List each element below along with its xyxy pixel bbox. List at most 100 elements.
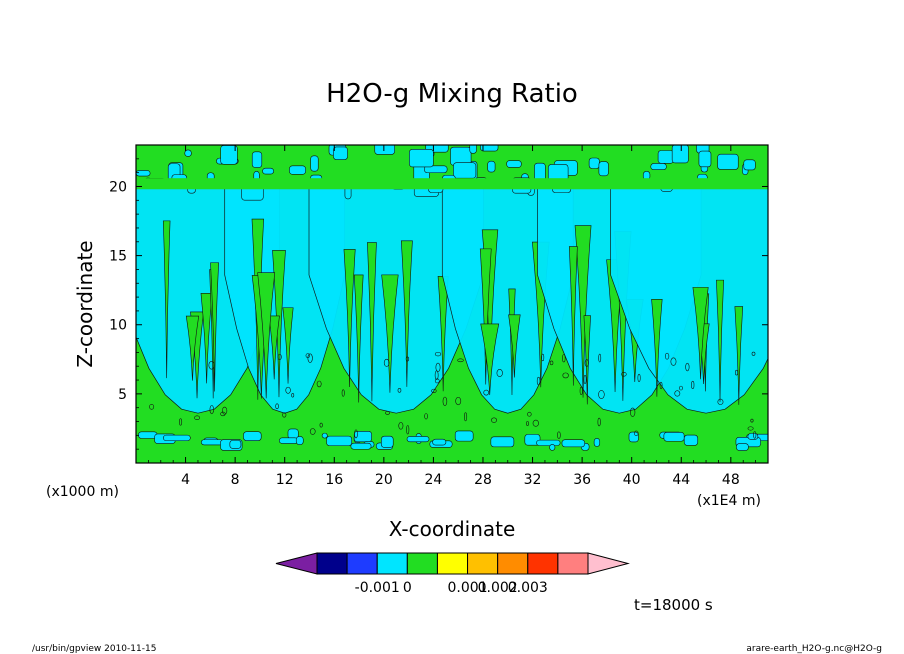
contour-speck [424, 413, 428, 420]
upper-patch [717, 153, 739, 170]
colorbar-max-arrow [587, 552, 630, 575]
x-tick-label: 40 [623, 472, 641, 488]
colorbar-label: 0.003 [508, 580, 548, 596]
lower-patch [536, 439, 561, 446]
contour-speck [464, 412, 468, 422]
contour-speck [735, 369, 739, 376]
contour-speck [149, 403, 155, 410]
contour-speck [685, 362, 690, 372]
streak [692, 287, 709, 380]
contour-speck [457, 358, 464, 363]
contour-speck [209, 405, 214, 415]
lower-patch [490, 436, 515, 448]
lower-patch [736, 443, 749, 451]
lower-patch [381, 435, 394, 448]
contour-speck [751, 351, 756, 356]
contour-speck [562, 354, 566, 363]
plot-area [136, 145, 768, 463]
contour-speck [584, 359, 589, 367]
streak [583, 315, 591, 405]
footer-left: /usr/bin/gpview 2010-11-15 [32, 644, 156, 654]
lower-patch [663, 432, 685, 442]
y-axis: 5 10 15 20 [109, 158, 768, 450]
contour-speck [541, 353, 545, 362]
colorbar-swatch [436, 552, 469, 575]
upper-patch [480, 145, 499, 152]
contour-speck [442, 396, 448, 406]
contour-speck [385, 411, 391, 415]
upper-patch [743, 159, 756, 171]
contour-speck [634, 430, 639, 436]
plume-region [610, 186, 768, 414]
contour-speck [354, 429, 358, 439]
footer-right: arare-earth_H2O-g.nc@H2O-g [746, 644, 882, 654]
contour-speck [316, 380, 322, 388]
y-tick-label: 20 [109, 179, 127, 195]
contour-speck [536, 376, 541, 386]
colorbar-swatch [406, 552, 438, 575]
contour-speck [753, 431, 757, 439]
contour-speck [208, 361, 215, 370]
contour-speck [717, 398, 724, 405]
streak [480, 323, 500, 395]
y-tick-label: 10 [109, 318, 127, 334]
streak [651, 298, 663, 397]
streak [367, 242, 377, 402]
streak [210, 262, 219, 392]
streak [272, 250, 286, 398]
contour-speck [562, 372, 569, 379]
colorbar-swatch [346, 552, 378, 575]
streak [353, 274, 364, 403]
contour-speck [630, 407, 636, 417]
streak [257, 272, 276, 399]
y-tick-label: 5 [118, 387, 127, 403]
lower-patch [326, 435, 353, 447]
upper-patch [650, 163, 667, 171]
contour-speck [277, 353, 282, 360]
x-tick-label: 32 [524, 472, 542, 488]
upper-patch [598, 161, 609, 177]
lower-patch [454, 430, 474, 442]
contour-speck [679, 385, 683, 391]
streak [437, 275, 449, 392]
lower-patch [683, 434, 699, 446]
contour-speck [434, 378, 440, 384]
upper-patch [136, 170, 151, 177]
contour-speck [431, 388, 437, 394]
lower-patch [200, 439, 224, 446]
lower-patch [350, 442, 372, 450]
colorbar-swatch [316, 552, 348, 575]
contour-speck [750, 418, 754, 423]
upper-patch [671, 145, 689, 164]
contour-speck [282, 412, 287, 418]
contour-speck [496, 369, 503, 377]
contour-speck [435, 362, 441, 372]
x-tick-label: 48 [722, 472, 740, 488]
contour-speck [597, 417, 601, 427]
contour-speck [557, 431, 561, 439]
streak [479, 248, 492, 385]
upper-patch [424, 165, 448, 174]
lower-patch [432, 438, 447, 446]
contour-speck [222, 406, 228, 415]
contour-speck [526, 421, 529, 426]
contour-speck [398, 422, 404, 430]
lower-patch [549, 444, 556, 451]
colorbar-label: 0 [403, 580, 412, 596]
streak [268, 315, 280, 380]
contour-speck [194, 415, 200, 420]
streak [282, 307, 294, 384]
streak [381, 274, 399, 393]
lower-patch [353, 431, 372, 443]
upper-patch [506, 160, 522, 168]
lower-patch [406, 436, 430, 443]
contour-speck [621, 372, 627, 377]
contour-speck [383, 358, 390, 367]
field-contours [136, 145, 768, 451]
streak [162, 220, 171, 379]
contour-speck [532, 419, 539, 427]
lower-patch [278, 437, 299, 444]
contour-speck [291, 393, 295, 398]
contour-speck [747, 426, 754, 431]
